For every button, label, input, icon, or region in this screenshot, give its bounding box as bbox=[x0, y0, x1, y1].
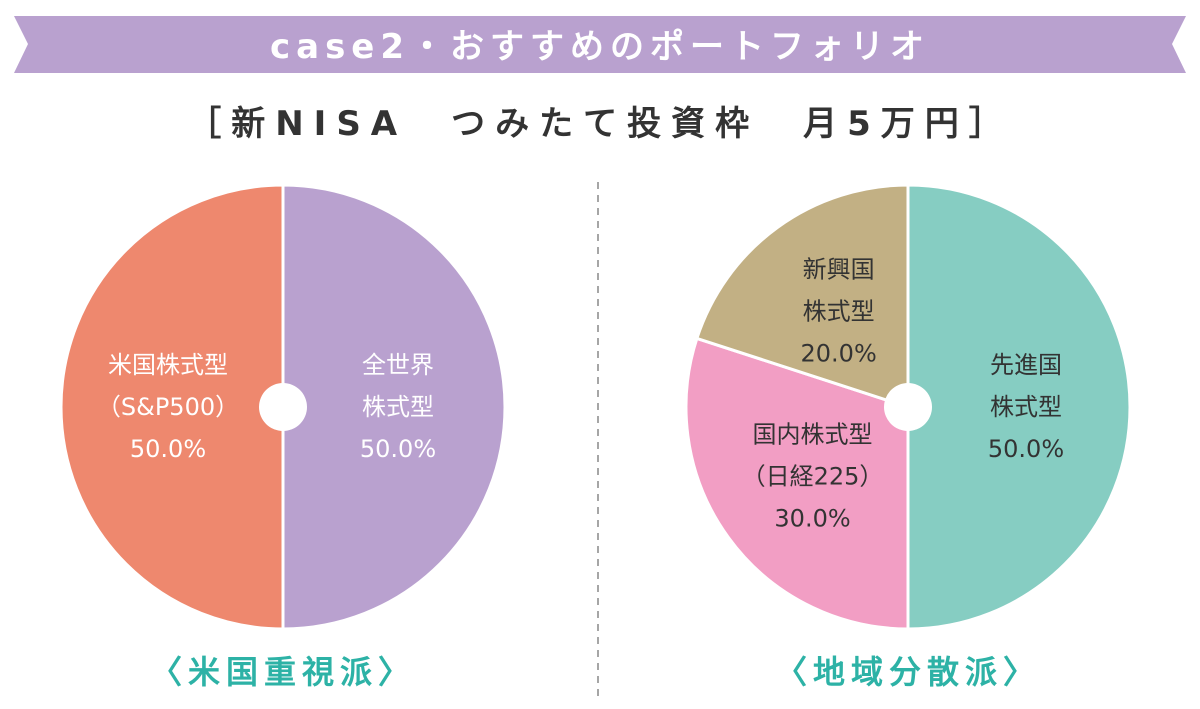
pie-slice bbox=[59, 183, 285, 631]
slice-name-label: （日経225） bbox=[742, 462, 884, 490]
slice-label: 新興国株式型 20.0% bbox=[801, 256, 877, 368]
slice-label: 全世界株式型 50.0% bbox=[360, 351, 436, 463]
pie-slice bbox=[684, 336, 910, 631]
slice-value-label: 20.0% bbox=[801, 340, 877, 368]
slice-name-label: 株式型 bbox=[990, 393, 1062, 421]
pie-slice bbox=[906, 183, 1132, 631]
chart-caption: 〈米国重視派〉 bbox=[150, 653, 416, 691]
slice-name-label: 全世界 bbox=[362, 351, 434, 379]
page-subtitle: ［新NISA つみたて投資枠 月5万円］ bbox=[187, 104, 1013, 144]
slice-value-label: 50.0% bbox=[988, 435, 1064, 463]
slice-value-label: 50.0% bbox=[130, 435, 206, 463]
title-banner-ribbon bbox=[14, 16, 1186, 73]
title-banner-text: case2・おすすめのポートフォリオ bbox=[270, 27, 930, 67]
slice-name-label: 株式型 bbox=[803, 298, 875, 326]
slice-name-label: 国内株式型 bbox=[753, 420, 873, 448]
slice-value-label: 30.0% bbox=[774, 504, 850, 532]
slice-label: 国内株式型 （日経225） 30.0% bbox=[742, 420, 884, 532]
pie-slice bbox=[694, 183, 910, 410]
slice-name-label: 米国株式型 bbox=[108, 351, 228, 379]
pie-center-hole bbox=[884, 383, 932, 431]
slice-name-label: 先進国 bbox=[990, 351, 1062, 379]
chart-caption: 〈地域分散派〉 bbox=[775, 653, 1041, 691]
pie-chart-2: 先進国株式型 50.0%国内株式型（日経225） 30.0%新興国株式型 20.0%〈… bbox=[684, 183, 1132, 691]
slice-name-label: 株式型 bbox=[362, 393, 434, 421]
slice-label: 米国株式型 （S&P500） 50.0% bbox=[97, 351, 239, 463]
pie-chart-1: 全世界株式型 50.0% 米国株式型 （S&P500） 50.0% 〈米国重視派〉 bbox=[59, 183, 507, 691]
slice-label: 先進国株式型 50.0% bbox=[988, 351, 1064, 463]
pie-slice bbox=[281, 183, 507, 631]
slice-name-label: 新興国 bbox=[803, 256, 875, 284]
slice-name-label: （S&P500） bbox=[97, 393, 239, 421]
slice-value-label: 50.0% bbox=[360, 435, 436, 463]
pie-center-hole bbox=[259, 383, 307, 431]
title-banner: case2・おすすめのポートフォリオ bbox=[14, 16, 1186, 73]
